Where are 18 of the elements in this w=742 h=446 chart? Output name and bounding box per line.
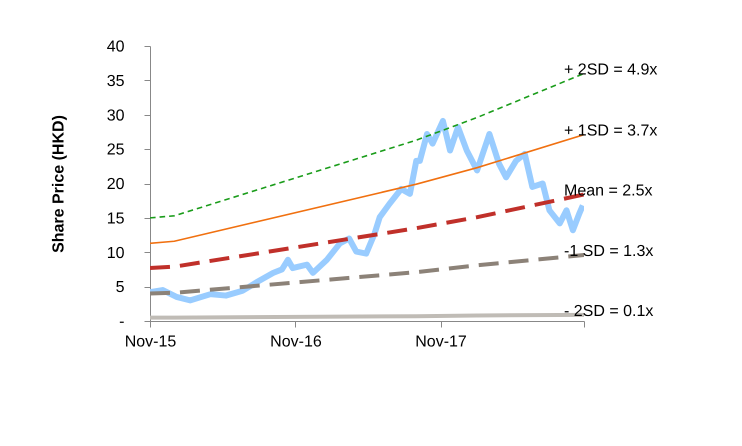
y-tick-label: 5 xyxy=(116,279,125,296)
y-tick-label: 30 xyxy=(106,107,125,124)
x-tick-label: Nov-17 xyxy=(415,334,467,350)
x-tick-label: Nov-15 xyxy=(124,334,176,350)
y-axis-title: Share Price (HKD) xyxy=(50,115,68,253)
y-tick-label: 15 xyxy=(106,210,125,228)
series-label: - 2SD = 0.1x xyxy=(564,302,654,320)
y-tick-label: 10 xyxy=(106,244,125,262)
series-label: + 2SD = 4.9x xyxy=(564,62,658,78)
series-label: Mean = 2.5x xyxy=(564,182,652,200)
x-tick-label: Nov-16 xyxy=(270,334,322,350)
y-tick-label: 40 xyxy=(106,38,125,56)
y-tick-label: - xyxy=(119,314,124,330)
y-tick-label: 35 xyxy=(106,72,125,90)
y-tick-label: 25 xyxy=(106,142,125,159)
series-label: -1 SD = 1.3x xyxy=(564,243,654,260)
y-tick-label: 20 xyxy=(106,176,125,193)
series-label: + 1SD = 3.7x xyxy=(564,122,658,140)
